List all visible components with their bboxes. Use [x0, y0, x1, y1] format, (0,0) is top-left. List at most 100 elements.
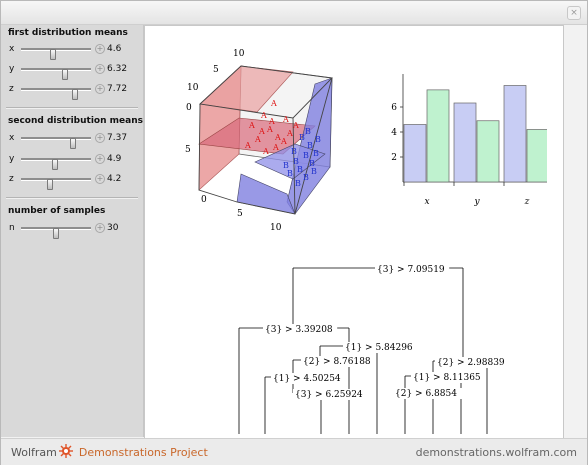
title-bar: × — [1, 1, 587, 25]
control-panel: first distribution means x + 4.6 y + 6.3… — [1, 25, 144, 437]
slider-value: 6.32 — [107, 64, 128, 74]
slider-label: z — [9, 84, 14, 94]
tree-node-label: {2} > 6.8854 — [395, 389, 457, 399]
divider — [6, 197, 138, 199]
slider-track[interactable] — [21, 178, 91, 190]
bar — [453, 102, 477, 183]
tick-label: 5 — [185, 145, 191, 155]
divider — [6, 107, 138, 109]
point-class-a: A — [280, 137, 287, 146]
slider-value: 4.2 — [107, 174, 122, 184]
plus-icon[interactable]: + — [95, 64, 105, 74]
tree-node-label: {3} > 3.39208 — [265, 325, 333, 335]
tick-label: 10 — [187, 83, 199, 93]
slider-thumb[interactable] — [47, 179, 54, 190]
point-class-b: B — [311, 167, 317, 176]
section-title-first-means: first distribution means — [8, 28, 128, 38]
slider-value: 4.9 — [107, 154, 122, 164]
slider-thumb[interactable] — [52, 159, 59, 170]
slider-track[interactable] — [21, 88, 91, 100]
slider-thumb[interactable] — [62, 69, 69, 80]
node-label-bg — [301, 356, 376, 367]
node-label-bg — [411, 372, 486, 383]
plus-icon[interactable]: + — [95, 154, 105, 164]
node-label-bg — [435, 357, 510, 368]
slider-second-z[interactable]: z + 4.2 — [1, 172, 143, 190]
bar — [403, 124, 427, 183]
plus-icon[interactable]: + — [95, 133, 105, 143]
site-link[interactable]: demonstrations.wolfram.com — [415, 446, 577, 459]
slider-track[interactable] — [21, 158, 91, 170]
point-class-a: A — [282, 115, 289, 124]
point-class-b: B — [303, 151, 309, 160]
slider-label: x — [9, 133, 15, 143]
x-tick-label: y — [473, 197, 480, 207]
slider-second-y[interactable]: y + 4.9 — [1, 152, 143, 170]
point-class-a: A — [268, 117, 275, 126]
point-class-b: B — [283, 161, 289, 170]
tick-label: 0 — [186, 103, 192, 113]
slider-track[interactable] — [21, 48, 91, 60]
slider-label: y — [9, 64, 15, 74]
plus-icon[interactable]: + — [95, 84, 105, 94]
section-title-samples: number of samples — [8, 206, 106, 216]
point-class-a: A — [266, 125, 273, 134]
plus-icon[interactable]: + — [95, 174, 105, 184]
slider-thumb[interactable] — [50, 49, 57, 60]
point-class-a: A — [244, 141, 251, 150]
slider-value: 7.37 — [107, 133, 128, 143]
plus-icon[interactable]: + — [95, 44, 105, 54]
y-tick-label: 2 — [391, 153, 397, 163]
tree-node-label: {2} > 8.76188 — [303, 357, 371, 367]
point-class-a: A — [274, 133, 281, 142]
node-label-bg — [263, 324, 338, 335]
plus-icon[interactable]: + — [95, 223, 105, 233]
node-label-bg — [393, 388, 462, 399]
x-tick-label: x — [424, 197, 429, 207]
slider-thumb[interactable] — [69, 138, 76, 149]
point-class-a: A — [260, 111, 267, 120]
node-label-bg — [293, 389, 368, 400]
footer: Wolfram Demonstrations Project demonstrat… — [1, 438, 587, 465]
slider-samples-n[interactable]: n + 30 — [1, 221, 143, 239]
bar — [526, 129, 547, 183]
point-class-a: A — [286, 129, 293, 138]
box-front-edges — [198, 77, 333, 215]
slider-second-x[interactable]: x + 7.37 — [1, 131, 143, 149]
point-class-b: B — [313, 149, 319, 158]
slider-track[interactable] — [21, 227, 91, 239]
y-tick-label: 6 — [391, 103, 397, 113]
tree-node-label: {1} > 8.11365 — [413, 373, 481, 383]
slider-label: y — [9, 154, 15, 164]
brand-project: Demonstrations Project — [78, 446, 208, 459]
node-label-bg — [271, 373, 346, 384]
slider-first-y[interactable]: y + 6.32 — [1, 62, 143, 80]
point-class-a: A — [272, 143, 279, 152]
node-label-bg — [343, 342, 418, 353]
close-icon[interactable]: × — [567, 6, 581, 20]
wolfram-spikey-icon — [59, 444, 73, 458]
slider-track[interactable] — [21, 137, 91, 149]
slider-first-z[interactable]: z + 7.72 — [1, 82, 143, 100]
slider-thumb[interactable] — [71, 89, 78, 100]
tree-node-label: {3} > 7.09519 — [377, 265, 445, 275]
point-class-a: A — [254, 135, 261, 144]
wolfram-brand[interactable]: Wolfram Demonstrations Project — [11, 446, 208, 459]
slider-thumb[interactable] — [53, 228, 59, 239]
slider-value: 4.6 — [107, 44, 122, 54]
node-label-bg — [375, 264, 450, 275]
point-class-b: B — [315, 135, 321, 144]
section-title-second-means: second distribution means — [8, 116, 143, 126]
slider-label: z — [9, 174, 14, 184]
slider-label: x — [9, 44, 15, 54]
tick-label: 5 — [237, 209, 243, 219]
slider-value: 7.72 — [107, 84, 128, 94]
slider-track[interactable] — [21, 68, 91, 80]
tree-node-label: {3} > 6.25924 — [295, 390, 363, 400]
brand-wolfram: Wolfram — [11, 446, 57, 459]
slider-first-x[interactable]: x + 4.6 — [1, 42, 143, 60]
point-class-a: A — [270, 99, 277, 108]
point-class-b: B — [295, 179, 301, 188]
